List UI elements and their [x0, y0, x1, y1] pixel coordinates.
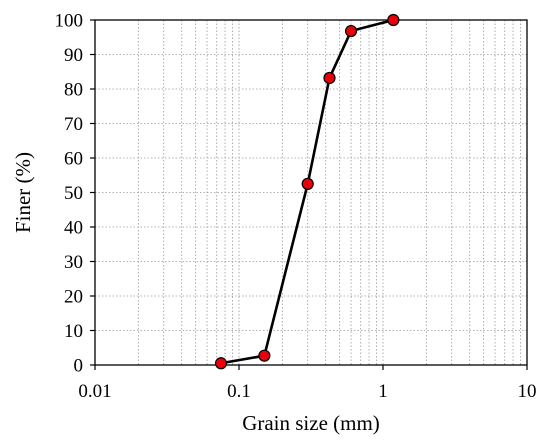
y-tick-label: 60 — [64, 149, 83, 170]
x-tick-label: 0.1 — [227, 381, 251, 402]
data-series — [214, 13, 400, 370]
y-tick-label: 100 — [55, 11, 84, 32]
y-tick-label: 30 — [64, 252, 83, 273]
y-tick-label: 90 — [64, 45, 83, 66]
plot-area-frame — [94, 19, 528, 366]
y-tick-label: 40 — [64, 218, 83, 239]
y-axis-label: Finer (%) — [11, 152, 35, 233]
x-tick-label: 0.01 — [78, 381, 111, 402]
y-tick-label: 70 — [64, 114, 83, 135]
grid — [95, 20, 527, 365]
data-point — [301, 177, 314, 190]
data-point — [214, 357, 228, 370]
x-tick-label: 10 — [518, 381, 537, 402]
data-point — [258, 349, 271, 362]
x-axis-label: Grain size (mm) — [242, 411, 380, 435]
data-point — [387, 13, 400, 27]
x-tick-label: 1 — [378, 381, 388, 402]
y-tick-label: 10 — [64, 321, 83, 342]
y-tick-label: 80 — [64, 80, 83, 101]
series-line — [220, 18, 394, 365]
y-tick-label: 0 — [74, 356, 84, 377]
y-tick-label: 20 — [64, 287, 83, 308]
y-tick-label: 50 — [64, 183, 83, 204]
data-point — [344, 24, 358, 38]
data-point — [323, 71, 336, 85]
